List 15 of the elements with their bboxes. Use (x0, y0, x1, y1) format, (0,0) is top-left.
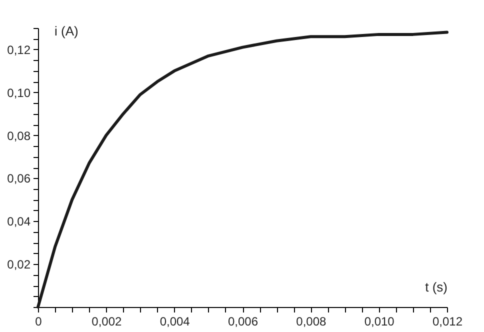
x-tick-label: 0,010 (364, 314, 395, 328)
y-tick-label: 0,12 (7, 42, 31, 57)
y-tick-label: 0,04 (7, 214, 31, 229)
y-tick-label: 0,10 (7, 86, 31, 100)
y-axis-title: i (A) (54, 24, 78, 38)
x-tick-label: 0,012 (432, 314, 463, 328)
x-tick-label: 0,002 (92, 314, 122, 328)
x-tick-label: 0,006 (228, 314, 258, 328)
x-tick-label: 0,004 (160, 314, 190, 328)
y-tick-label: 0,08 (7, 128, 31, 143)
y-tick-label: 0,02 (7, 258, 31, 272)
x-tick-label: 0,008 (296, 314, 327, 328)
y-tick-label: 0,06 (7, 172, 31, 186)
x-axis-title: t (s) (425, 280, 448, 294)
x-tick-label: 0 (35, 314, 42, 328)
